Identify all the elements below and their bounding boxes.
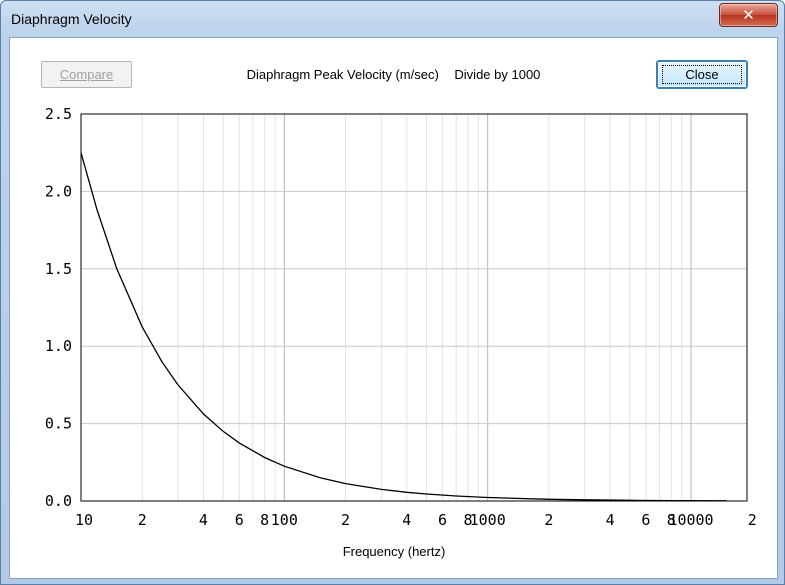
x-tick-label: 10000 <box>668 511 713 529</box>
chart-title-text: Diaphragm Peak Velocity (m/sec) <box>246 67 439 82</box>
x-tick-label: 2 <box>138 511 147 529</box>
x-tick-label: 4 <box>199 511 208 529</box>
x-tick-label: 100 <box>271 511 298 529</box>
x-tick-label: 6 <box>641 511 650 529</box>
title-bar[interactable]: Diaphragm Velocity ✕ <box>1 1 784 37</box>
close-icon: ✕ <box>742 7 755 24</box>
x-tick-label: 6 <box>235 511 244 529</box>
x-tick-label: 2 <box>544 511 553 529</box>
y-tick-label: 1.5 <box>45 260 72 278</box>
close-button[interactable]: Close <box>657 61 747 88</box>
close-button-label: Close <box>662 65 742 84</box>
window-title: Diaphragm Velocity <box>11 11 132 27</box>
x-tick-label: 8 <box>463 511 472 529</box>
x-axis-label: Frequency (hertz) <box>343 544 446 559</box>
y-tick-label: 0.5 <box>45 415 72 433</box>
x-tick-label: 8 <box>260 511 269 529</box>
compare-button[interactable]: Compare <box>41 61 132 88</box>
dialog-client-area: Compare Diaphragm Peak Velocity (m/sec) … <box>9 37 778 579</box>
x-tick-label: 6 <box>438 511 447 529</box>
velocity-series-line <box>80 152 727 502</box>
y-tick-label: 1.0 <box>45 337 72 355</box>
chart-title: Diaphragm Peak Velocity (m/sec) Divide b… <box>10 67 777 82</box>
x-tick-label: 1000 <box>470 511 506 529</box>
x-tick-label: 8 <box>667 511 676 529</box>
y-tick-label: 2.5 <box>45 105 72 123</box>
plot-frame <box>80 113 748 502</box>
x-tick-label: 4 <box>402 511 411 529</box>
chart-subtitle-text: Divide by 1000 <box>454 67 541 82</box>
x-tick-label: 2 <box>341 511 350 529</box>
y-tick-label: 0.0 <box>45 492 72 510</box>
window-close-button[interactable]: ✕ <box>719 3 778 27</box>
plot-area <box>81 114 747 501</box>
x-tick-label: 10 <box>75 511 93 529</box>
y-tick-label: 2.0 <box>45 182 72 200</box>
x-tick-label: 2 <box>748 511 757 529</box>
x-tick-label: 4 <box>606 511 615 529</box>
